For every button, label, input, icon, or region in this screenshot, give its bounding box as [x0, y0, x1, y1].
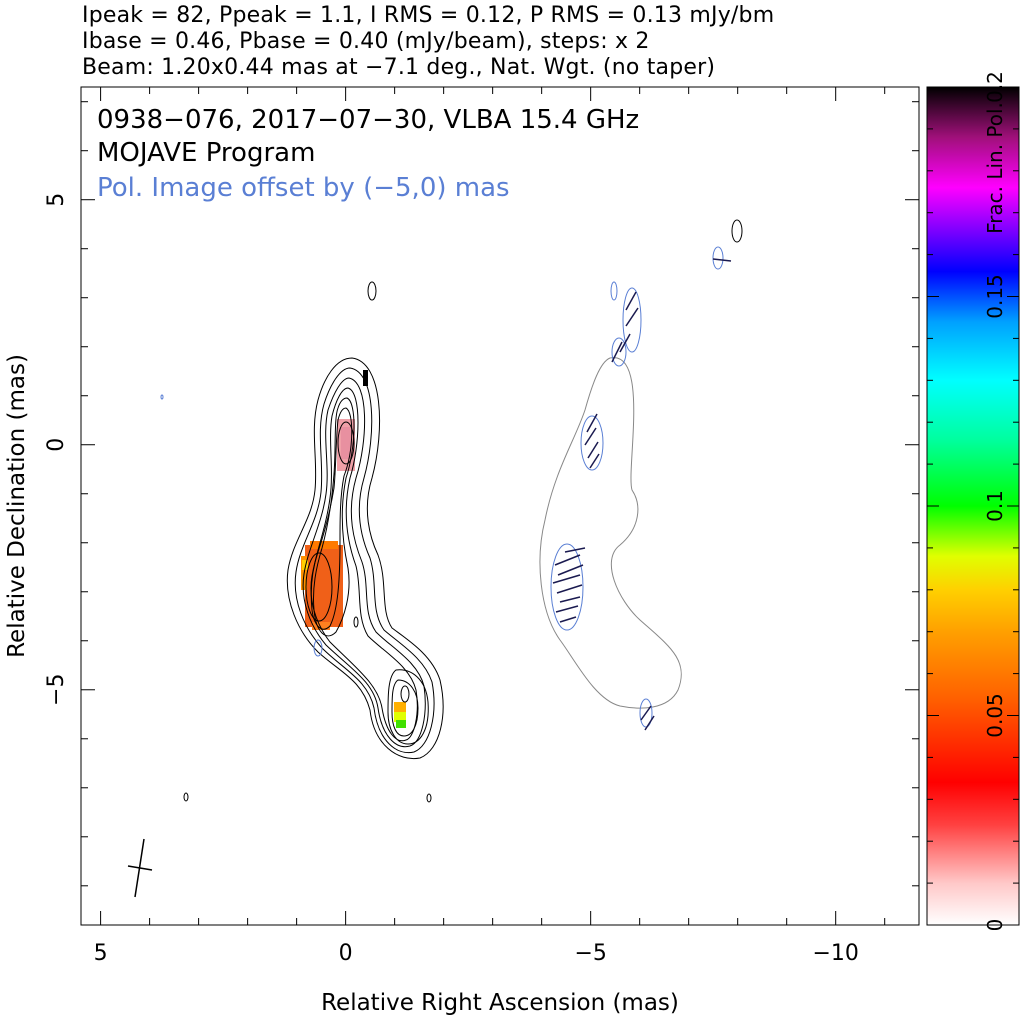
restoring-beam — [127, 838, 153, 898]
x-axis-ticks — [100, 87, 886, 925]
x-tick-label: −10 — [812, 941, 858, 966]
stokes-i-contours — [183, 219, 743, 803]
x-tick-label: −5 — [574, 941, 606, 966]
colorbar-ticks — [927, 86, 1019, 926]
x-tick-label: 0 — [339, 941, 353, 966]
x-axis-title: Relative Right Ascension (mas) — [321, 990, 679, 1016]
core-evpa-tick — [363, 370, 368, 386]
pol-offset-note: Pol. Image offset by (−5,0) mas — [97, 173, 510, 203]
y-tick-label: 5 — [44, 193, 69, 207]
y-tick-label: −5 — [44, 674, 69, 706]
colorbar-label: Frac. Lin. Pol. — [983, 102, 1007, 234]
source-title: 0938−076, 2017−07−30, VLBA 15.4 GHz — [97, 105, 639, 135]
header-line-3: Beam: 1.20x0.44 mas at −7.1 deg., Nat. W… — [82, 55, 716, 80]
y-axis-ticks — [81, 101, 919, 887]
colorbar-tick-label: 0.2 — [983, 71, 1007, 103]
colorbar-tick-label: 0.15 — [983, 274, 1007, 319]
colorbar-tick-label: 0 — [983, 919, 1007, 932]
pol-total-contour — [539, 357, 682, 709]
colorbar-tick-label: 0.05 — [983, 693, 1007, 738]
pol-contours — [313, 246, 732, 731]
y-tick-labels: 5 0 −5 — [44, 193, 69, 706]
colorbar-tick-label: 0.1 — [983, 490, 1007, 522]
plot-frame — [80, 86, 920, 926]
program-title: MOJAVE Program — [97, 138, 315, 168]
x-tick-labels: 5 0 −5 −10 — [94, 941, 859, 966]
colorbar-tick-labels: 0 0.05 0.1 0.15 0.2 — [983, 71, 1007, 931]
y-axis-title: Relative Declination (mas) — [4, 354, 30, 658]
outer-jet-pol-pixels — [394, 702, 406, 712]
header-line-1: Ipeak = 82, Ppeak = 1.1, I RMS = 0.12, P… — [82, 3, 775, 28]
header-line-2: Ibase = 0.46, Pbase = 0.40 (mJy/beam), s… — [82, 29, 650, 54]
evpa-ticks — [552, 258, 732, 731]
x-tick-label: 5 — [94, 941, 108, 966]
colorbar — [926, 86, 1020, 926]
y-tick-label: 0 — [44, 438, 69, 452]
